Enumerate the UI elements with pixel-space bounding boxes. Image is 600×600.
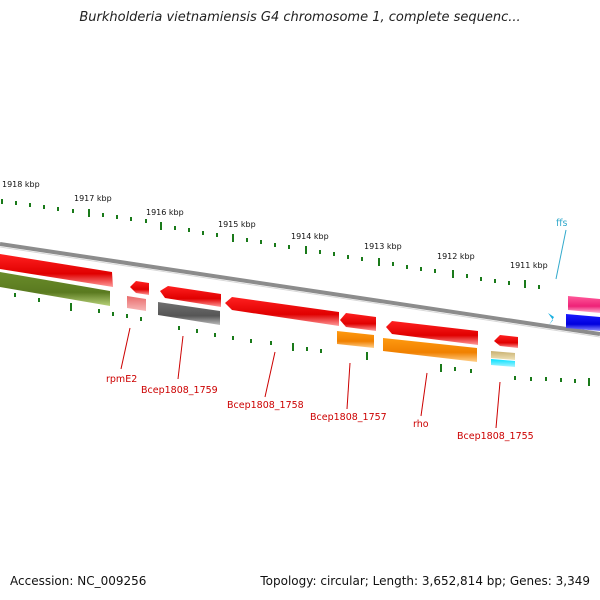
bcep1759-leader-line [177,335,184,380]
map-title: Burkholderia vietnamiensis G4 chromosome… [79,10,521,25]
rpmE2-leader-line [120,327,131,370]
tick-label-1912: 1912 kbp [437,252,475,261]
bcep1758-leader-line [264,351,276,398]
tick-label-1917: 1917 kbp [74,194,112,203]
chromosome-backbone [0,242,600,336]
gene-label-bcep1757[interactable]: Bcep1808_1757 [310,412,387,423]
gene-rpmE2-rna[interactable] [127,296,146,311]
tick-label-1913: 1913 kbp [364,242,402,251]
bcep1757-leader-line [346,362,351,410]
gene-label-ffs[interactable]: ffs [556,218,568,229]
gene-arrow-red-left[interactable] [0,254,113,287]
gene-bcep1755-arrow[interactable] [494,335,518,348]
lower-scale-ticks [14,293,590,386]
gene-pink-right[interactable] [568,296,600,313]
gene-bcep1755-cyan[interactable] [491,359,515,367]
gene-bcep1758-arrow[interactable] [225,297,339,326]
gene-bcep1759-body[interactable] [158,302,220,325]
tick-label-1914: 1914 kbp [291,232,329,241]
gene-label-bcep1759[interactable]: Bcep1808_1759 [141,385,218,396]
gene-ffs-arrow[interactable] [548,313,554,325]
gene-arrow-olive-left[interactable] [0,272,110,306]
tick-label-1911: 1911 kbp [510,261,548,270]
gene-bcep1755-tan[interactable] [491,351,515,360]
upper-scale-ticks [1,199,540,289]
gene-label-bcep1758[interactable]: Bcep1808_1758 [227,400,304,411]
accession-label: Accession: NC_009256 [10,574,147,588]
gene-bcep1759-arrow[interactable] [160,286,221,307]
tick-label-1918: 1918 kbp [2,180,40,189]
gene-bcep1757-body[interactable] [337,331,374,348]
bcep1755-leader-line [495,381,501,429]
gene-blue-right[interactable] [566,314,600,331]
gene-label-rpmE2[interactable]: rpmE2 [106,374,137,385]
gene-rho-arrow[interactable] [386,321,478,345]
rho-leader-line [420,372,428,417]
gene-bcep1757-arrow[interactable] [340,313,376,331]
tick-label-1915: 1915 kbp [218,220,256,229]
gene-rho-body[interactable] [383,338,477,362]
ffs-leader-line [555,229,567,280]
gene-label-bcep1755[interactable]: Bcep1808_1755 [457,431,534,442]
tick-label-1916: 1916 kbp [146,208,184,217]
genome-summary: Topology: circular; Length: 3,652,814 bp… [260,574,590,588]
gene-rpmE2-arrow[interactable] [130,281,149,295]
gene-label-rho[interactable]: rho [413,419,429,430]
